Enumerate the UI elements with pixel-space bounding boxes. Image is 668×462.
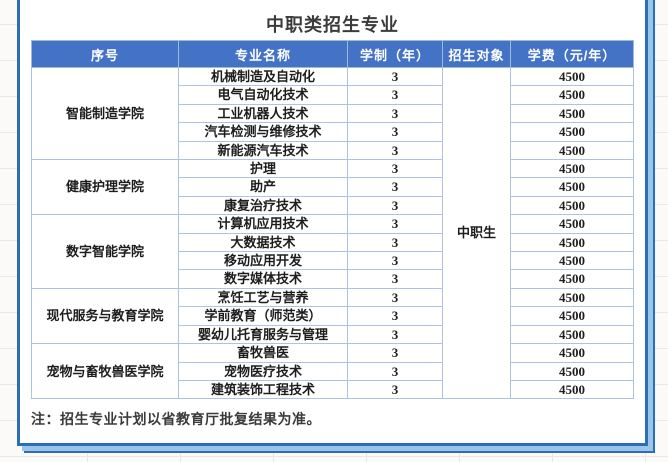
years-cell: 3 <box>347 343 443 363</box>
table-row: 大数据技术 3 4500 <box>32 232 634 253</box>
major-cell: 移动应用开发 <box>178 251 348 271</box>
fee-cell: 4500 <box>510 379 634 400</box>
major-cell: 畜牧兽医 <box>178 343 348 363</box>
table-row: 建筑装饰工程技术 3 4500 <box>32 379 634 400</box>
table-row: 汽车检测与维修技术 3 4500 <box>32 122 634 142</box>
table-row: 数字媒体技术 3 4500 <box>32 269 634 289</box>
column-header-4: 学费（元/年） <box>510 40 634 68</box>
major-cell: 汽车检测与维修技术 <box>178 122 348 142</box>
years-cell: 3 <box>347 66 443 87</box>
footnote: 注：招生专业计划以省教育厅批复结果为准。 <box>31 411 321 428</box>
table-row: 健康护理学院 护理 3 4500 <box>31 159 634 216</box>
college-cell: 智能制造学院 <box>31 66 179 161</box>
fee-cell: 4500 <box>510 269 634 289</box>
table-row: 电气自动化技术 3 4500 <box>32 85 634 105</box>
years-cell: 3 <box>347 251 443 271</box>
major-cell: 护理 <box>178 159 348 179</box>
column-header-2: 学制（年） <box>347 40 443 68</box>
fee-cell: 4500 <box>510 251 634 271</box>
major-cell: 学前教育（师范类） <box>178 306 348 326</box>
years-cell: 3 <box>347 140 443 161</box>
years-cell: 3 <box>347 214 443 234</box>
fee-cell: 4500 <box>510 343 634 363</box>
major-cell: 计算机应用技术 <box>178 214 348 234</box>
college-cell: 现代服务与教育学院 <box>31 287 179 345</box>
years-cell: 3 <box>347 159 443 179</box>
document-page: 中职类招生专业 序号 专业名称 学制（年） 招生对象 学费（元/年） 智能制造学院 机械制… <box>17 0 648 446</box>
table-row: 康复治疗技术 3 4500 <box>32 195 634 216</box>
fee-cell: 4500 <box>510 287 634 308</box>
table-row: 智能制造学院 机械制造及自动化 3 中职生 4500 <box>31 66 634 400</box>
majors-table: 序号 专业名称 学制（年） 招生对象 学费（元/年） 智能制造学院 机械制造及自动化 3 中职… <box>31 40 634 400</box>
table-row: 移动应用开发 3 4500 <box>32 251 634 271</box>
major-cell: 大数据技术 <box>178 232 348 253</box>
major-cell: 工业机器人技术 <box>178 103 348 124</box>
table-row: 学前教育（师范类） 3 4500 <box>32 306 634 326</box>
page-title: 中职类招生专业 <box>266 15 399 35</box>
table-row: 现代服务与教育学院 烹饪工艺与营养 3 4500 <box>31 287 634 345</box>
years-cell: 3 <box>347 379 443 400</box>
column-header-1: 专业名称 <box>178 40 348 68</box>
major-cell: 新能源汽车技术 <box>178 140 348 161</box>
years-cell: 3 <box>347 287 443 308</box>
years-cell: 3 <box>347 177 443 197</box>
fee-cell: 4500 <box>510 306 634 326</box>
years-cell: 3 <box>347 103 443 124</box>
fee-cell: 4500 <box>510 85 634 105</box>
fee-cell: 4500 <box>510 177 634 197</box>
major-cell: 婴幼儿托育服务与管理 <box>178 324 348 345</box>
years-cell: 3 <box>347 306 443 326</box>
years-cell: 3 <box>347 361 443 381</box>
table-row: 宠物与畜牧兽医学院 畜牧兽医 3 4500 <box>31 343 634 400</box>
table-row: 数字智能学院 计算机应用技术 3 4500 <box>31 214 634 289</box>
major-cell: 康复治疗技术 <box>178 195 348 216</box>
table-header-row: 序号 专业名称 学制（年） 招生对象 学费（元/年） <box>31 40 634 68</box>
major-cell: 建筑装饰工程技术 <box>178 379 348 400</box>
fee-cell: 4500 <box>510 232 634 253</box>
fee-cell: 4500 <box>510 66 634 87</box>
college-cell: 数字智能学院 <box>31 214 179 289</box>
years-cell: 3 <box>347 232 443 253</box>
fee-cell: 4500 <box>510 195 634 216</box>
major-cell: 数字媒体技术 <box>178 269 348 289</box>
table-body: 智能制造学院 机械制造及自动化 3 中职生 4500 电气自动化技术 3 4500 工业机器人技… <box>31 66 634 400</box>
column-header-0: 序号 <box>31 40 179 68</box>
fee-cell: 4500 <box>510 140 634 161</box>
column-header-3: 招生对象 <box>442 40 511 68</box>
fee-cell: 4500 <box>510 324 634 345</box>
table-row: 助产 3 4500 <box>32 177 634 197</box>
fee-cell: 4500 <box>510 361 634 381</box>
table-row: 新能源汽车技术 3 4500 <box>32 140 634 161</box>
enrollment-target-cell: 中职生 <box>442 66 511 400</box>
table-row: 婴幼儿托育服务与管理 3 4500 <box>32 324 634 345</box>
years-cell: 3 <box>347 269 443 289</box>
fee-cell: 4500 <box>510 214 634 234</box>
fee-cell: 4500 <box>510 159 634 179</box>
years-cell: 3 <box>347 195 443 216</box>
college-cell: 健康护理学院 <box>31 159 179 216</box>
major-cell: 机械制造及自动化 <box>178 66 348 87</box>
major-cell: 宠物医疗技术 <box>178 361 348 381</box>
table-row: 宠物医疗技术 3 4500 <box>32 361 634 381</box>
years-cell: 3 <box>347 85 443 105</box>
years-cell: 3 <box>347 324 443 345</box>
college-cell: 宠物与畜牧兽医学院 <box>31 343 179 400</box>
fee-cell: 4500 <box>510 103 634 124</box>
major-cell: 电气自动化技术 <box>178 85 348 105</box>
major-cell: 助产 <box>178 177 348 197</box>
fee-cell: 4500 <box>510 122 634 142</box>
major-cell: 烹饪工艺与营养 <box>178 287 348 308</box>
table-row: 工业机器人技术 3 4500 <box>32 103 634 124</box>
years-cell: 3 <box>347 122 443 142</box>
